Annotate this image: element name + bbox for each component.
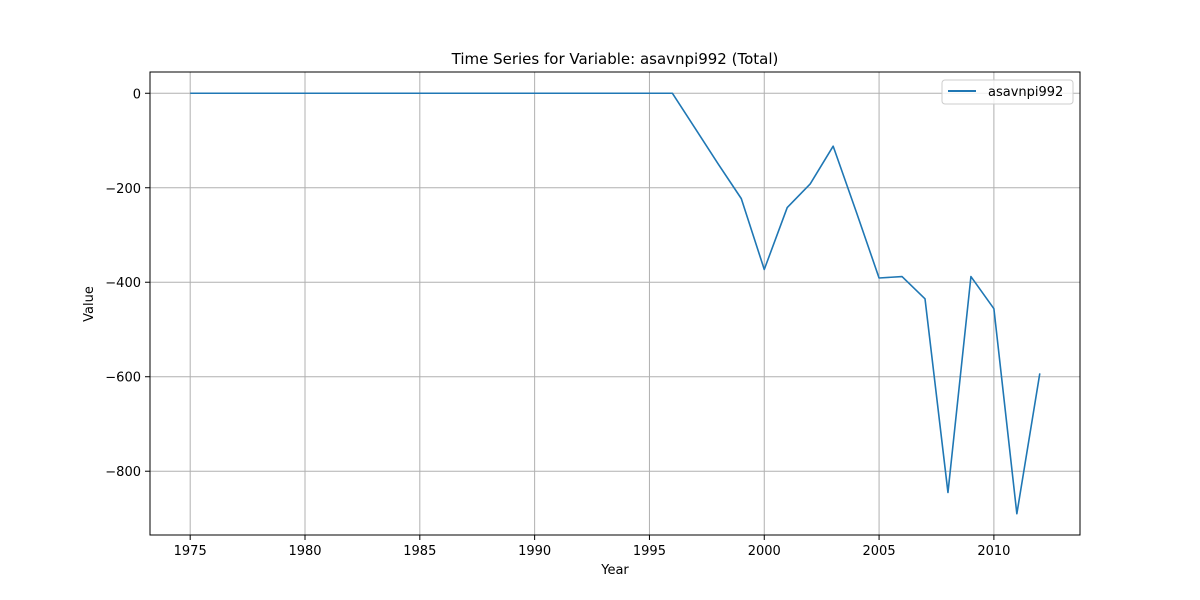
y-tick-label-3: −600 <box>105 371 141 386</box>
y-tick-label-2: −400 <box>105 276 141 291</box>
y-axis-ticks: 0 −200 −400 −600 −800 <box>105 87 150 480</box>
y-tick-label-1: −200 <box>105 182 141 197</box>
legend: asavnpi992 <box>941 79 1074 105</box>
y-tick-label-0: 0 <box>133 87 141 102</box>
y-tick-label-4: −800 <box>105 465 141 480</box>
x-tick-label-1990: 1990 <box>518 544 551 559</box>
x-axis-ticks: 1975 1980 1985 1990 1995 2000 2005 2010 <box>174 535 1010 559</box>
y-axis-label: Value <box>82 286 97 322</box>
x-tick-label-1980: 1980 <box>288 544 321 559</box>
series-layer <box>190 92 1041 515</box>
x-tick-label-2010: 2010 <box>977 544 1010 559</box>
legend-box <box>941 79 1074 105</box>
x-tick-label-1995: 1995 <box>633 544 666 559</box>
x-axis-label: Year <box>600 563 629 578</box>
chart-title: Time Series for Variable: asavnpi992 (To… <box>451 50 779 68</box>
legend-entry-asavnpi992: asavnpi992 <box>988 85 1063 100</box>
x-tick-label-1985: 1985 <box>403 544 436 559</box>
x-tick-label-2005: 2005 <box>863 544 896 559</box>
x-tick-label-2000: 2000 <box>748 544 781 559</box>
plot-frame <box>149 71 1081 536</box>
x-tick-label-1975: 1975 <box>174 544 207 559</box>
series-line-asavnpi992 <box>190 92 1041 515</box>
